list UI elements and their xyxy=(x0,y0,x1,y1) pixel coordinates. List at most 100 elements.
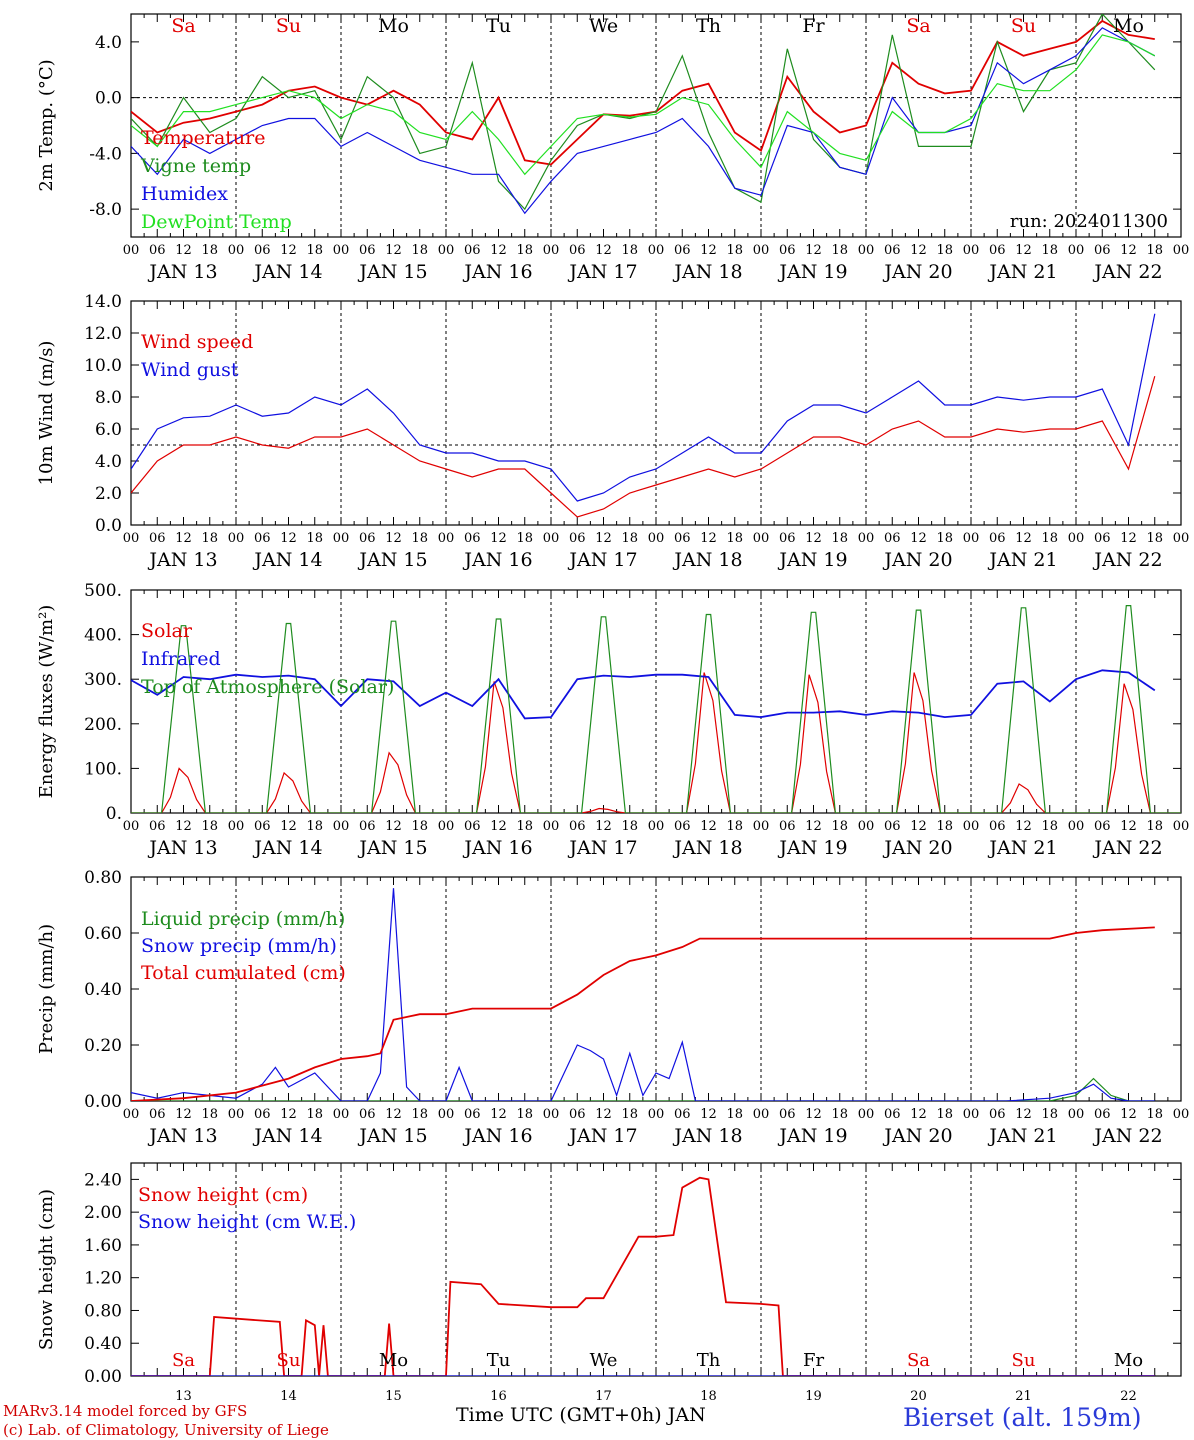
panel-2-date-label: JAN 19 xyxy=(777,549,847,571)
bottom-day-number: 22 xyxy=(1120,1389,1137,1404)
panel-2-hour-label: 18 xyxy=(201,531,218,546)
panel-3-hour-label: 00 xyxy=(1173,819,1190,834)
panel-2-hour-label: 00 xyxy=(123,531,140,546)
panel-4-hour-label: 12 xyxy=(280,1107,297,1122)
panel-4-hour-label: 00 xyxy=(753,1107,770,1122)
panel-1-hour-label: 06 xyxy=(1094,243,1111,258)
panel-1-hour-label: 18 xyxy=(1041,243,1058,258)
panel-1-date-label: JAN 20 xyxy=(882,261,952,283)
panel-3-hour-label: 18 xyxy=(201,819,218,834)
panel-1-series-line xyxy=(131,19,1155,166)
panel-2-y-tick-label: 4.0 xyxy=(95,452,122,472)
panel-2-hour-label: 06 xyxy=(149,531,166,546)
panel-1-hour-label: 18 xyxy=(621,243,638,258)
panel-5-y-axis-title: Snow height (cm) xyxy=(36,1189,57,1350)
panel-2-date-label: JAN 22 xyxy=(1092,549,1162,571)
panel-3-date-label: JAN 20 xyxy=(882,837,952,859)
panel-4-hour-label: 00 xyxy=(858,1107,875,1122)
panel-2-hour-label: 06 xyxy=(884,531,901,546)
top-day-name: Sa xyxy=(906,15,930,37)
panel-1-hour-label: 06 xyxy=(674,243,691,258)
panel-2-hour-label: 12 xyxy=(595,531,612,546)
panel-2-hour-label: 18 xyxy=(306,531,323,546)
panel-3-hour-label: 18 xyxy=(411,819,428,834)
panel-4-hour-label: 06 xyxy=(674,1107,691,1122)
panel-4-hour-label: 12 xyxy=(910,1107,927,1122)
bottom-day-name: Th xyxy=(697,1350,721,1371)
panel-1-hour-label: 00 xyxy=(543,243,560,258)
panel-2-hour-label: 12 xyxy=(910,531,927,546)
panel-3-y-tick-label: 500. xyxy=(84,581,122,601)
panel-4-date-label: JAN 21 xyxy=(987,1125,1057,1147)
panel-2-hour-label: 06 xyxy=(569,531,586,546)
bottom-day-number: 13 xyxy=(175,1389,192,1404)
panel-3-hour-label: 12 xyxy=(700,819,717,834)
panel-2-date-label: JAN 13 xyxy=(147,549,217,571)
panel-4-hour-label: 06 xyxy=(464,1107,481,1122)
panel-3-hour-label: 12 xyxy=(490,819,507,834)
panel-4-hour-label: 00 xyxy=(1173,1107,1190,1122)
panel-3-hour-label: 00 xyxy=(123,819,140,834)
panel-2-hour-label: 12 xyxy=(385,531,402,546)
panel-3-hour-label: 06 xyxy=(884,819,901,834)
panel-2-date-label: JAN 15 xyxy=(357,549,427,571)
panel-4-hour-label: 12 xyxy=(490,1107,507,1122)
panel-4-hour-label: 00 xyxy=(963,1107,980,1122)
panel-2-legend-entry: Wind gust xyxy=(141,359,239,381)
panel-4-hour-label: 06 xyxy=(359,1107,376,1122)
panel-1-hour-label: 06 xyxy=(989,243,1006,258)
panel-1-legend-entry: Humidex xyxy=(141,183,228,205)
panel-3-hour-label: 12 xyxy=(595,819,612,834)
panel-1-hour-label: 00 xyxy=(1173,243,1190,258)
panel-1-hour-label: 12 xyxy=(1120,243,1137,258)
panel-4-hour-label: 00 xyxy=(228,1107,245,1122)
panel-2-hour-label: 06 xyxy=(464,531,481,546)
panel-3-date-label: JAN 18 xyxy=(672,837,742,859)
panel-3-hour-label: 00 xyxy=(753,819,770,834)
panel-2-hour-label: 18 xyxy=(726,531,743,546)
panel-2-hour-label: 06 xyxy=(1094,531,1111,546)
panel-5-series-group xyxy=(131,1176,1155,1376)
panel-3-date-label: JAN 13 xyxy=(147,837,217,859)
bottom-day-name: Mo xyxy=(1114,1350,1143,1371)
panel-1-hour-label: 18 xyxy=(726,243,743,258)
panel-2-y-tick-label: 0.0 xyxy=(95,516,122,536)
panel-5-y-tick-label: 0.40 xyxy=(84,1334,122,1354)
panel-1-hour-label: 00 xyxy=(438,243,455,258)
bottom-day-name: We xyxy=(590,1350,618,1371)
panel-3-date-label: JAN 15 xyxy=(357,837,427,859)
panel-3-hour-label: 18 xyxy=(831,819,848,834)
panel-3-hour-label: 06 xyxy=(464,819,481,834)
panel-3-hour-label: 18 xyxy=(936,819,953,834)
panel-3-legend-entry: Top of Atmosphere (Solar) xyxy=(141,676,394,698)
panel-1-y-tick-label: 4.0 xyxy=(95,33,122,53)
panel-4-hour-label: 06 xyxy=(149,1107,166,1122)
bottom-day-number: 19 xyxy=(805,1389,822,1404)
panel-4-date-label: JAN 22 xyxy=(1092,1125,1162,1147)
panel-4-hour-label: 06 xyxy=(884,1107,901,1122)
panel-4-date-label: JAN 14 xyxy=(252,1125,322,1147)
panel-1-hour-label: 06 xyxy=(464,243,481,258)
panel-3-hour-label: 06 xyxy=(254,819,271,834)
panel-2-y-axis-title: 10m Wind (m/s) xyxy=(36,341,57,486)
panel-5-y-tick-label: 1.20 xyxy=(84,1269,122,1289)
panel-4-y-tick-label: 0.20 xyxy=(84,1036,122,1056)
panel-3-hour-label: 18 xyxy=(621,819,638,834)
panel-2-hour-label: 00 xyxy=(333,531,350,546)
panel-2-hour-label: 18 xyxy=(516,531,533,546)
panel-4-hour-label: 12 xyxy=(700,1107,717,1122)
panel-4-series-line xyxy=(131,888,1155,1101)
panel-1-hour-label: 18 xyxy=(516,243,533,258)
panel-3-hour-label: 18 xyxy=(1146,819,1163,834)
panel-1-hour-label: 12 xyxy=(385,243,402,258)
panel-1-y-tick-label: -4.0 xyxy=(89,144,122,164)
panel-1-date-label: JAN 17 xyxy=(567,261,637,283)
panel-4-hour-label: 18 xyxy=(831,1107,848,1122)
panel-2-hour-label: 18 xyxy=(1146,531,1163,546)
panel-4-series-line xyxy=(131,1077,1155,1101)
panel-2-hour-label: 12 xyxy=(490,531,507,546)
panel-3-hour-label: 12 xyxy=(280,819,297,834)
bottom-day-number: 15 xyxy=(385,1389,402,1404)
panel-2-hour-label: 12 xyxy=(805,531,822,546)
panel-1-hour-label: 06 xyxy=(884,243,901,258)
